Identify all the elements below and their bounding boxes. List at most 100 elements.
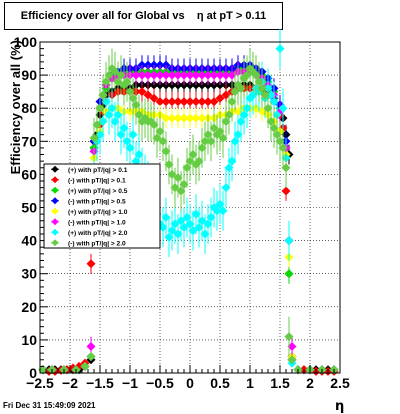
data-point (179, 70, 189, 80)
data-point (230, 136, 240, 146)
data-point (113, 77, 123, 87)
data-point (173, 173, 183, 183)
data-point (86, 259, 96, 269)
data-point (212, 206, 222, 216)
x-tick-label: 1 (246, 375, 254, 391)
data-point (176, 186, 186, 196)
data-point (191, 97, 201, 107)
data-point (197, 113, 207, 123)
chart-title: Efficiency over all for Global vs η at p… (20, 10, 267, 22)
data-point (185, 113, 195, 123)
data-point (269, 123, 279, 133)
y-tick-label: 10 (21, 332, 37, 348)
data-point (80, 361, 90, 371)
data-point (179, 179, 189, 189)
data-point (272, 130, 282, 140)
y-tick-label: 0 (29, 365, 37, 381)
ticks: −2.5 −2 −1.5 −1 −0.5 0 0.5 1 1.5 2 2.5 0 10 20 30 40 50 6… (14, 34, 350, 391)
x-tick-label: −0.5 (146, 375, 174, 391)
data-point (131, 156, 141, 166)
data-point (197, 143, 207, 153)
data-point (158, 136, 168, 146)
data-point (131, 100, 141, 110)
data-point (209, 97, 219, 107)
data-point (134, 110, 144, 120)
data-point (269, 97, 279, 107)
x-tick-label: −2 (62, 375, 78, 391)
data-point (206, 212, 216, 222)
data-point (203, 97, 213, 107)
data-point (116, 130, 126, 140)
data-point (116, 70, 126, 80)
data-point (104, 70, 114, 80)
data-point (233, 130, 243, 140)
y-tick-label: 20 (21, 299, 37, 315)
x-tick-label: −1.5 (86, 375, 114, 391)
data-point (137, 70, 147, 80)
data-point (113, 110, 123, 120)
legend-label: (+) with pT/|q| > 0.1 (68, 167, 128, 174)
timestamp: Fri Dec 31 15:49:09 2021 (3, 401, 96, 410)
data-point (191, 70, 201, 80)
data-point (182, 163, 192, 173)
data-point (278, 103, 288, 113)
data-point (95, 130, 105, 140)
data-point (110, 116, 120, 126)
data-point (125, 143, 135, 153)
data-point (257, 83, 267, 93)
data-point (218, 206, 228, 216)
data-point (143, 70, 153, 80)
data-point (221, 183, 231, 193)
data-point (236, 83, 246, 93)
data-point (170, 183, 180, 193)
x-tick-label: −1 (122, 375, 138, 391)
legend-marker (51, 186, 59, 194)
data-point (128, 130, 138, 140)
legend-marker (51, 239, 59, 247)
data-point (278, 143, 288, 153)
x-tick-label: 1.5 (270, 375, 290, 391)
data-point (257, 107, 267, 117)
series-8 (38, 48, 339, 375)
data-point (122, 77, 132, 87)
data-point (260, 90, 270, 100)
data-point (182, 212, 192, 222)
legend-label: (-) with pT/|q| > 0.5 (68, 198, 126, 205)
data-point (275, 44, 285, 54)
data-point (224, 110, 234, 120)
x-tick-label: 0.5 (210, 375, 230, 391)
data-point (215, 199, 225, 209)
legend-label: (-) with pT/|q| > 0.1 (68, 177, 126, 184)
data-point (191, 113, 201, 123)
data-point (284, 269, 294, 279)
legend-box (43, 163, 161, 249)
data-point (98, 116, 108, 126)
data-point (179, 222, 189, 232)
data-point (128, 93, 138, 103)
x-tick-label: 0 (186, 375, 194, 391)
data-point (221, 70, 231, 80)
legend-marker (51, 176, 59, 184)
data-point (242, 103, 252, 113)
data-point (242, 70, 252, 80)
data-point (254, 77, 264, 87)
y-tick-label: 40 (21, 233, 37, 249)
legend-marker (51, 228, 59, 236)
chart-title-box: Efficiency over all for Global vs η at p… (4, 2, 283, 30)
legend-label: (+) with pT/|q| > 0.5 (68, 188, 128, 195)
data-point (86, 342, 96, 352)
data-point (209, 70, 219, 80)
data-point (266, 116, 276, 126)
data-point (284, 332, 294, 342)
data-point (122, 136, 132, 146)
y-tick-label: 100 (14, 34, 38, 50)
data-point (161, 146, 171, 156)
data-point (221, 90, 231, 100)
data-point (131, 70, 141, 80)
data-point (173, 113, 183, 123)
legend: (+) with pT/|q| > 0.1 (-) with pT/|q| > 0… (43, 163, 161, 249)
y-tick-label: 70 (21, 133, 37, 149)
data-point (167, 169, 177, 179)
data-point (155, 97, 165, 107)
